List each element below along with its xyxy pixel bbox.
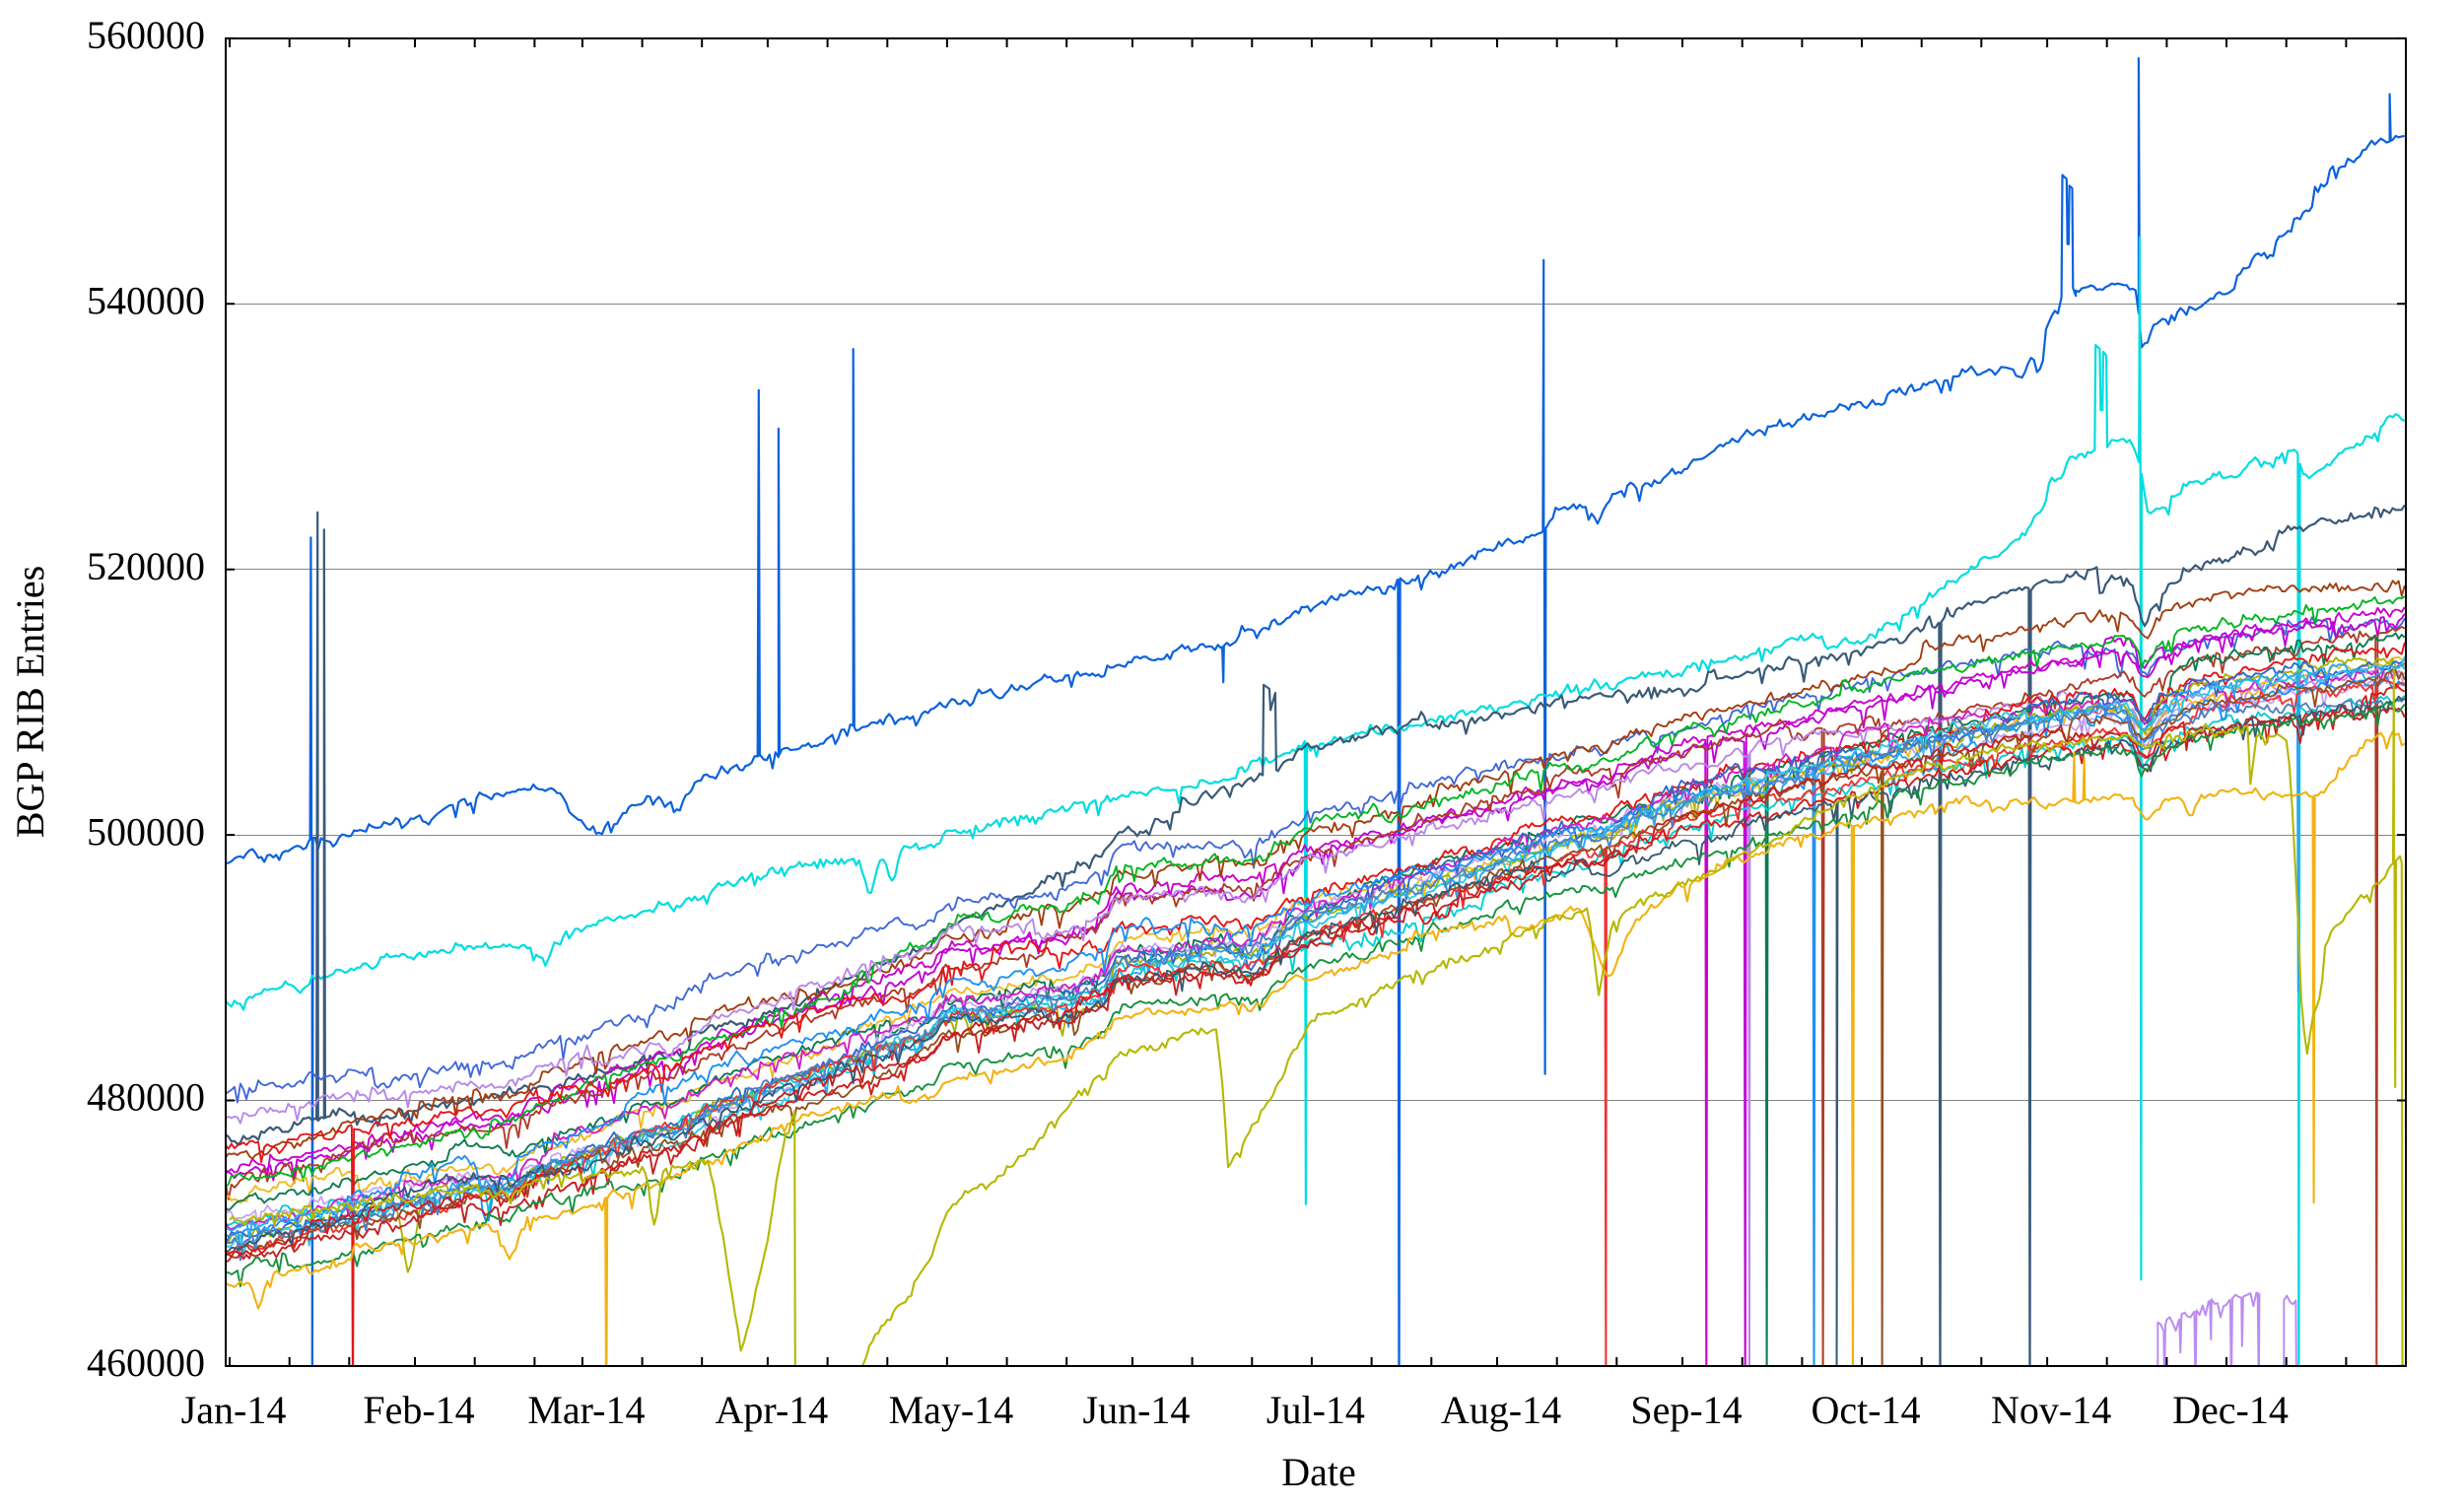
svg-text:480000: 480000 <box>87 1075 205 1120</box>
svg-text:BGP RIB Entries: BGP RIB Entries <box>8 566 52 838</box>
svg-text:560000: 560000 <box>87 13 205 57</box>
svg-text:Feb-14: Feb-14 <box>363 1388 474 1432</box>
svg-text:Jun-14: Jun-14 <box>1083 1388 1191 1432</box>
svg-text:540000: 540000 <box>87 279 205 323</box>
svg-text:Date: Date <box>1281 1450 1356 1494</box>
svg-text:520000: 520000 <box>87 544 205 588</box>
svg-text:460000: 460000 <box>87 1340 205 1385</box>
svg-text:May-14: May-14 <box>889 1388 1014 1432</box>
svg-text:Aug-14: Aug-14 <box>1441 1388 1561 1432</box>
svg-text:Sep-14: Sep-14 <box>1630 1388 1742 1432</box>
svg-text:500000: 500000 <box>87 809 205 854</box>
svg-text:Dec-14: Dec-14 <box>2172 1388 2289 1432</box>
svg-text:Nov-14: Nov-14 <box>1991 1388 2111 1432</box>
svg-text:Oct-14: Oct-14 <box>1811 1388 1920 1432</box>
svg-text:Apr-14: Apr-14 <box>716 1388 829 1432</box>
svg-text:Mar-14: Mar-14 <box>527 1388 645 1432</box>
svg-text:Jul-14: Jul-14 <box>1266 1388 1365 1432</box>
svg-text:Jan-14: Jan-14 <box>181 1388 287 1432</box>
